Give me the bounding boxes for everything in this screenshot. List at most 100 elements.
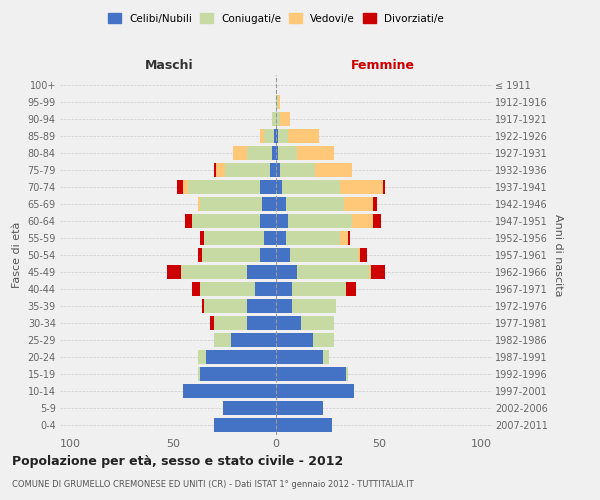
Bar <box>313 333 334 347</box>
Text: Maschi: Maschi <box>145 58 193 71</box>
Bar <box>198 248 202 262</box>
Bar <box>177 180 184 194</box>
Bar <box>323 350 329 364</box>
Bar <box>286 231 340 245</box>
Y-axis label: Anni di nascita: Anni di nascita <box>553 214 563 296</box>
Bar <box>262 197 276 211</box>
Bar <box>276 350 323 364</box>
Bar <box>260 129 263 143</box>
Bar <box>202 248 260 262</box>
Bar <box>191 282 200 296</box>
Bar <box>260 248 276 262</box>
Bar <box>276 333 313 347</box>
Bar <box>315 163 352 177</box>
Bar <box>276 214 289 228</box>
Bar <box>247 146 272 160</box>
Bar <box>280 112 290 126</box>
Bar <box>278 129 289 143</box>
Legend: Celibi/Nubili, Coniugati/e, Vedovi/e, Divorziati/e: Celibi/Nubili, Coniugati/e, Vedovi/e, Di… <box>105 10 447 26</box>
Bar <box>276 112 280 126</box>
Bar <box>206 350 276 364</box>
Bar <box>198 197 200 211</box>
Bar <box>200 282 256 296</box>
Bar <box>204 299 247 313</box>
Bar <box>358 248 361 262</box>
Bar <box>167 265 181 279</box>
Bar <box>184 384 276 398</box>
Bar <box>340 231 348 245</box>
Bar <box>200 367 276 381</box>
Y-axis label: Fasce di età: Fasce di età <box>12 222 22 288</box>
Bar <box>247 265 276 279</box>
Bar <box>202 299 204 313</box>
Bar <box>185 214 191 228</box>
Bar <box>368 265 371 279</box>
Bar <box>383 180 385 194</box>
Bar <box>289 129 319 143</box>
Bar <box>276 163 280 177</box>
Bar <box>260 214 276 228</box>
Bar <box>276 231 286 245</box>
Bar <box>247 299 276 313</box>
Bar <box>282 180 340 194</box>
Text: Popolazione per età, sesso e stato civile - 2012: Popolazione per età, sesso e stato civil… <box>12 455 343 468</box>
Bar <box>214 333 231 347</box>
Bar <box>223 401 276 415</box>
Bar <box>181 265 247 279</box>
Bar <box>276 282 292 296</box>
Bar <box>214 316 247 330</box>
Bar <box>272 112 276 126</box>
Bar <box>373 214 381 228</box>
Bar <box>346 282 356 296</box>
Bar <box>276 265 296 279</box>
Bar <box>280 163 315 177</box>
Bar <box>270 163 276 177</box>
Bar <box>263 231 276 245</box>
Bar <box>200 197 262 211</box>
Text: Femmine: Femmine <box>351 58 415 71</box>
Bar <box>278 146 296 160</box>
Bar <box>188 180 260 194</box>
Bar <box>233 146 247 160</box>
Bar <box>247 316 276 330</box>
Bar <box>276 129 278 143</box>
Bar <box>217 163 224 177</box>
Bar <box>276 367 346 381</box>
Bar <box>276 95 278 109</box>
Bar <box>231 333 276 347</box>
Bar <box>352 214 373 228</box>
Bar <box>276 299 292 313</box>
Bar <box>276 146 278 160</box>
Bar <box>274 129 276 143</box>
Bar <box>276 316 301 330</box>
Bar <box>361 248 367 262</box>
Bar <box>346 367 348 381</box>
Bar <box>292 282 346 296</box>
Bar <box>344 197 373 211</box>
Bar <box>272 146 276 160</box>
Text: COMUNE DI GRUMELLO CREMONESE ED UNITI (CR) - Dati ISTAT 1° gennaio 2012 - TUTTIT: COMUNE DI GRUMELLO CREMONESE ED UNITI (C… <box>12 480 414 489</box>
Bar <box>210 316 214 330</box>
Bar <box>191 214 260 228</box>
Bar <box>224 163 270 177</box>
Bar <box>200 231 204 245</box>
Bar <box>184 180 188 194</box>
Bar <box>260 180 276 194</box>
Bar <box>301 316 334 330</box>
Bar <box>198 367 200 381</box>
Bar <box>278 95 280 109</box>
Bar <box>340 180 383 194</box>
Bar <box>296 146 334 160</box>
Bar <box>276 197 286 211</box>
Bar <box>286 197 344 211</box>
Bar <box>276 401 323 415</box>
Bar <box>276 384 354 398</box>
Bar <box>276 180 282 194</box>
Bar <box>276 248 290 262</box>
Bar <box>263 129 274 143</box>
Bar <box>292 299 335 313</box>
Bar <box>348 231 350 245</box>
Bar <box>198 350 206 364</box>
Bar <box>204 231 263 245</box>
Bar <box>290 248 358 262</box>
